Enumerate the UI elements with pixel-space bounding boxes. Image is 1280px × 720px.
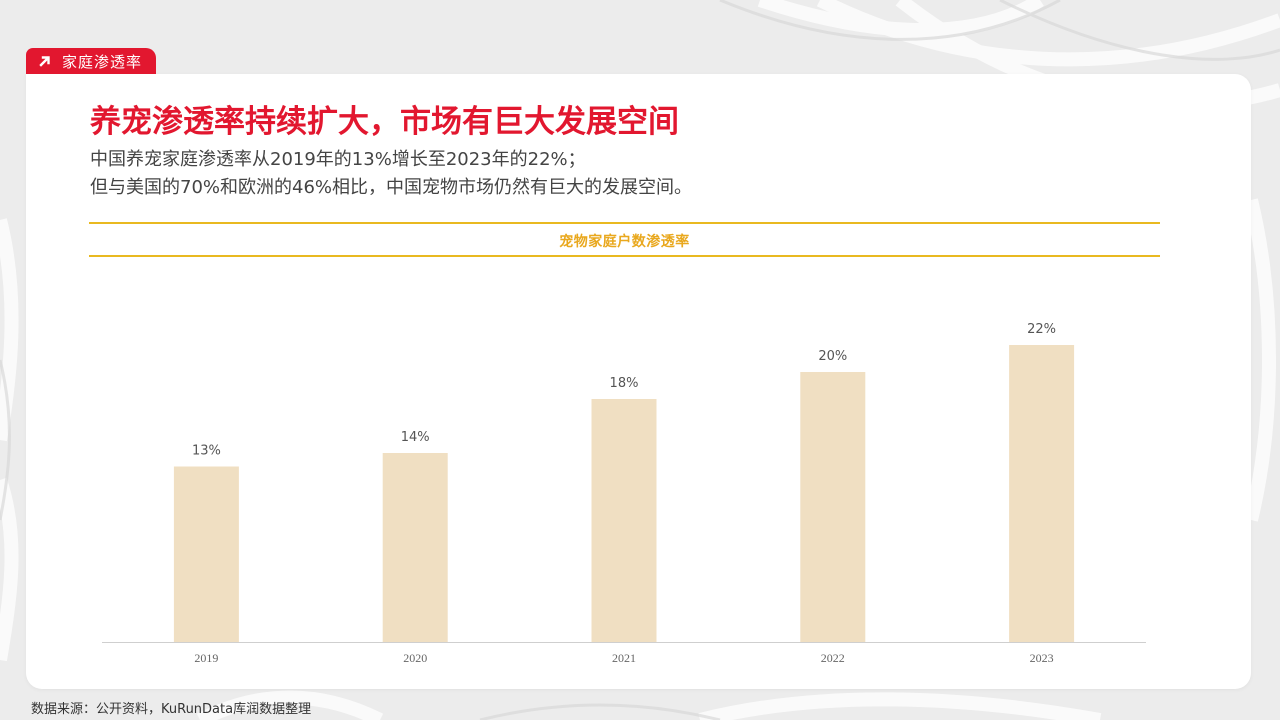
bar-2023 bbox=[1009, 345, 1075, 642]
subtitle: 中国养宠家庭渗透率从2019年的13%增长至2023年的22%； 但与美国的70… bbox=[90, 146, 692, 202]
bar-2020 bbox=[382, 453, 448, 642]
x-tick-label-2020: 2020 bbox=[403, 651, 427, 665]
section-tag: 家庭渗透率 bbox=[26, 48, 157, 74]
bar-2022 bbox=[800, 372, 866, 642]
chart-title: 宠物家庭户数渗透率 bbox=[559, 234, 690, 250]
data-label-2022: 20% bbox=[818, 349, 847, 364]
band-bottom-rule bbox=[89, 255, 1160, 257]
chart-title-band: 宠物家庭户数渗透率 bbox=[89, 222, 1160, 257]
subtitle-line-1: 中国养宠家庭渗透率从2019年的13%增长至2023年的22%； bbox=[90, 149, 586, 170]
band-top-rule bbox=[89, 222, 1160, 224]
subtitle-line-2: 但与美国的70%和欧洲的46%相比，中国宠物市场仍然有巨大的发展空间。 bbox=[90, 177, 693, 198]
data-label-2023: 22% bbox=[1027, 322, 1056, 337]
arrow-up-right-icon bbox=[38, 54, 52, 68]
page-title: 养宠渗透率持续扩大，市场有巨大发展空间 bbox=[90, 104, 679, 140]
bar-2021 bbox=[591, 399, 657, 642]
data-label-2019: 13% bbox=[192, 444, 221, 459]
data-label-2020: 14% bbox=[401, 430, 430, 445]
x-tick-label-2022: 2022 bbox=[821, 651, 845, 665]
source-note: 数据来源：公开资料，KuRunData库润数据整理 bbox=[31, 702, 312, 717]
data-label-2021: 18% bbox=[610, 376, 639, 391]
section-tag-label: 家庭渗透率 bbox=[62, 52, 143, 71]
x-tick-label-2019: 2019 bbox=[194, 651, 218, 665]
bar-2019 bbox=[173, 466, 239, 642]
x-tick-label-2021: 2021 bbox=[612, 651, 636, 665]
x-tick-label-2023: 2023 bbox=[1030, 651, 1054, 665]
